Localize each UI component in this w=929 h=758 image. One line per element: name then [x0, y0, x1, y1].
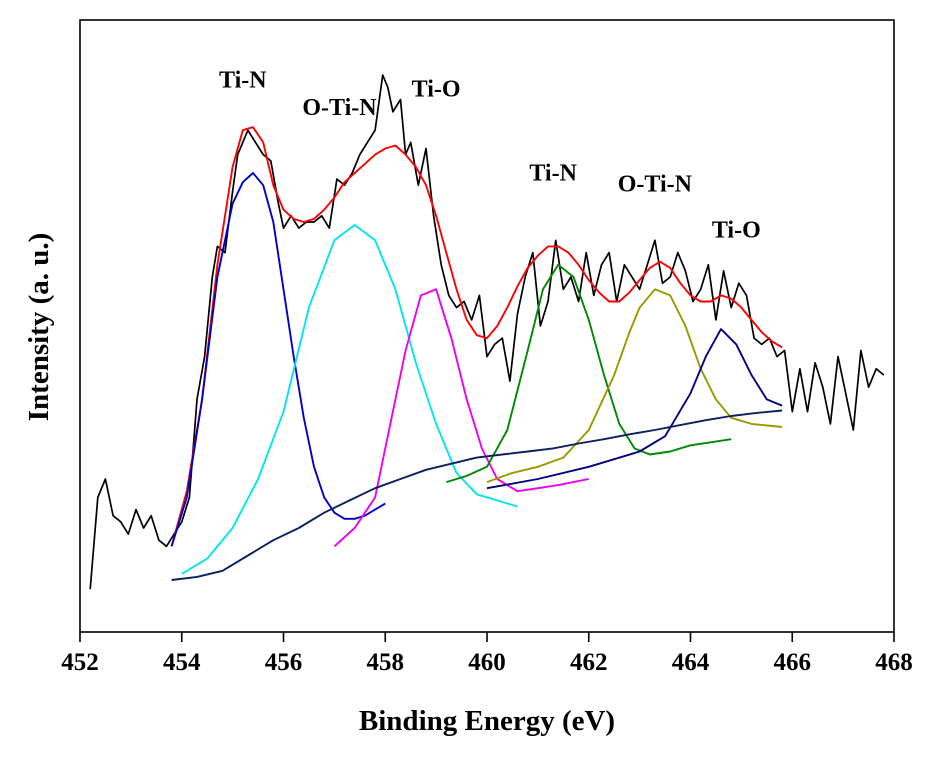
- x-tick-label: 464: [672, 649, 710, 676]
- x-tick-label: 466: [774, 649, 812, 676]
- x-tick-label: 456: [265, 649, 303, 676]
- x-tick-label: 468: [875, 649, 913, 676]
- x-tick-label: 452: [61, 649, 99, 676]
- series-layer: [89, 74, 885, 590]
- series-line-fit-peak-7: [486, 328, 783, 490]
- series-line-fit-peak-4: [333, 288, 589, 548]
- plot-frame: [79, 19, 895, 633]
- peak-annotation: Ti-N: [219, 67, 267, 93]
- series-line-fit-peak-3: [181, 224, 518, 575]
- peak-annotation: Ti-N: [529, 160, 577, 186]
- series-line-envelope-1: [170, 126, 783, 547]
- x-tick-label: 462: [570, 649, 608, 676]
- x-axis-title: Binding Energy (eV): [359, 705, 615, 737]
- x-tick-label: 460: [468, 649, 506, 676]
- series-line-background-8: [171, 409, 783, 581]
- annotations-layer: Ti-N O-Ti-N Ti-O Ti-N O-Ti-N Ti-O: [219, 67, 761, 243]
- x-tick-label: 454: [163, 649, 201, 676]
- peak-annotation: Ti-O: [712, 217, 761, 243]
- peak-annotation: Ti-O: [412, 77, 461, 103]
- y-axis-title: Intensity (a. u.): [23, 233, 55, 422]
- x-axis-ticks: 452 454 456 458 460 462 464 466 468: [61, 632, 913, 676]
- series-line-fit-peak-5: [446, 263, 732, 484]
- series-line-fit-peak-6: [486, 288, 783, 483]
- peak-annotation: O-Ti-N: [618, 171, 693, 197]
- series-line-raw-0: [89, 74, 885, 590]
- peak-annotation: O-Ti-N: [302, 95, 377, 121]
- series-line-fit-peak-2: [170, 172, 386, 547]
- x-tick-label: 458: [367, 649, 405, 676]
